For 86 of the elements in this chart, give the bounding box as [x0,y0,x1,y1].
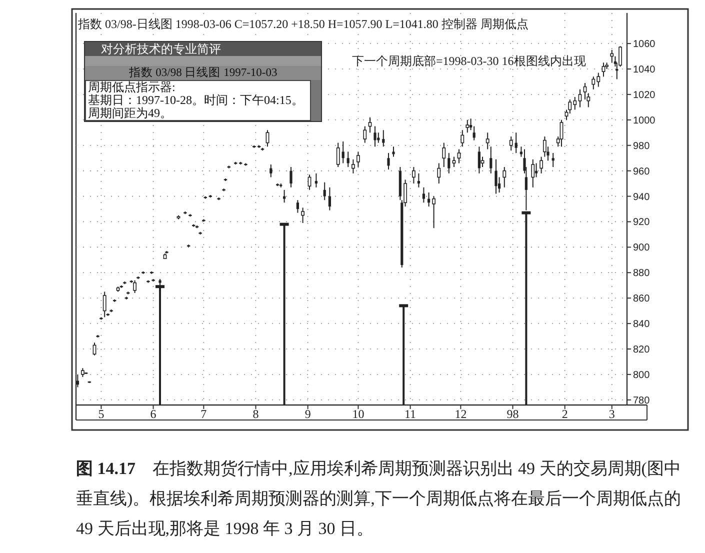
candlestick [133,280,136,294]
candlestick [323,182,326,201]
x-tick-label: 10 [352,407,364,421]
candlestick [382,130,385,148]
y-tick-label: 820 [633,344,650,356]
candlestick [490,146,492,174]
candlestick [346,151,350,168]
candlestick [543,136,546,158]
candlestick [460,130,464,148]
candlestick [442,142,446,168]
candlestick [472,126,476,141]
candlestick [296,200,299,214]
x-tick-label: 12 [454,407,467,421]
picture-window: 对分析技术的专业简评 [85,42,321,56]
candlestick [417,172,420,188]
annotation: 下一个周期底部=1998-03-30 16根图线内出现 [352,53,586,70]
candlestick [374,126,376,148]
candlestick [448,152,450,174]
candlestick [560,119,564,148]
y-tick-label: 860 [633,294,650,305]
candlestick [387,152,390,170]
candlestick [102,291,106,318]
x-tick-label: 5 [98,407,104,421]
candlestick [466,119,470,134]
y-tick-label: 900 [633,242,650,254]
y-tick-label: 980 [633,140,650,152]
candlestick [583,82,587,100]
candlestick [486,132,490,150]
candlestick [602,62,606,78]
x-tick-label: 2 [562,407,568,421]
y-tick-label: 960 [633,166,650,178]
candlestick [578,88,582,108]
candlestick [342,141,344,164]
x-tick-label: 6 [150,407,156,421]
x-tick-label: 3 [608,407,615,421]
candlestick [422,186,425,204]
y-tick-label: 1000 [633,115,656,126]
y-tick-label: 1040 [633,64,656,76]
picture-window: 指数 03/98 日线图 1997-10-03 [85,66,321,80]
candlestick [377,132,380,144]
x-tick-label: 98 [506,407,519,421]
y-tick-label: 940 [633,192,650,203]
y-tick-label: 840 [633,319,650,330]
annotation: 基期日：1997-10-28。时间：下午04:15。周期间距为49。 [88,93,304,120]
candlestick [540,156,543,174]
y-tick-label: 1020 [633,90,656,101]
x-tick-label: 9 [304,407,311,421]
y-tick-label: 880 [633,268,650,280]
candlestick [502,166,506,188]
y-tick-label: 780 [633,395,650,406]
annotation: 周期低点指示器: [88,80,176,94]
x-tick-label: 7 [200,407,207,421]
candlestick [266,130,270,148]
x-tick-label: 11 [404,407,416,421]
y-tick-label: 1060 [633,39,656,50]
candlestick [514,132,518,154]
candlestick [478,146,480,174]
candlestick [457,148,461,164]
candlestick [283,189,286,204]
text: 图 14.17 在指数期货行情中,应用埃利希周期预测器识别出 49 天的交易周期(图中垂直线)。根据埃利希周期预测器的测算,下一个周期低点将在最后一个周期低点的 49 天后出现,那将是 1998 年 3 月 30 日。 [76,458,682,540]
picture-window: 对分析技术的专业简评 指数 03/98 日线图 1997-10-03 周期低点指示器: 基期日：1997-10-28。时间：下午04:15。周期间距为49。 [84,41,322,122]
candlestick [270,164,272,178]
candlestick [336,142,340,168]
y-tick-label: 920 [633,217,650,228]
candlestick [412,166,416,184]
candlestick [535,162,538,178]
y-tick-label: 800 [633,370,650,381]
candlestick [314,172,318,188]
candlestick [509,136,513,151]
candlestick [392,146,395,158]
candlestick [368,116,372,134]
candlestick [552,152,554,168]
chart-title: 指数 03/98-日线图 1998-03-06 C=1057.20 +18.50 H=1057.90 L=1041.80 控制器 周期低点 [78,16,528,33]
candlestick [452,156,456,168]
candlestick [290,166,292,188]
candlestick [301,207,304,224]
candlestick [352,158,355,174]
x-tick-label: 8 [252,407,259,421]
candlestick [432,196,436,229]
candlestick [610,49,614,64]
candlestick [356,151,360,168]
candlestick [531,158,535,188]
candlestick [328,186,331,211]
candlestick [363,126,367,144]
candlestick [494,158,498,194]
candlestick [437,162,441,184]
